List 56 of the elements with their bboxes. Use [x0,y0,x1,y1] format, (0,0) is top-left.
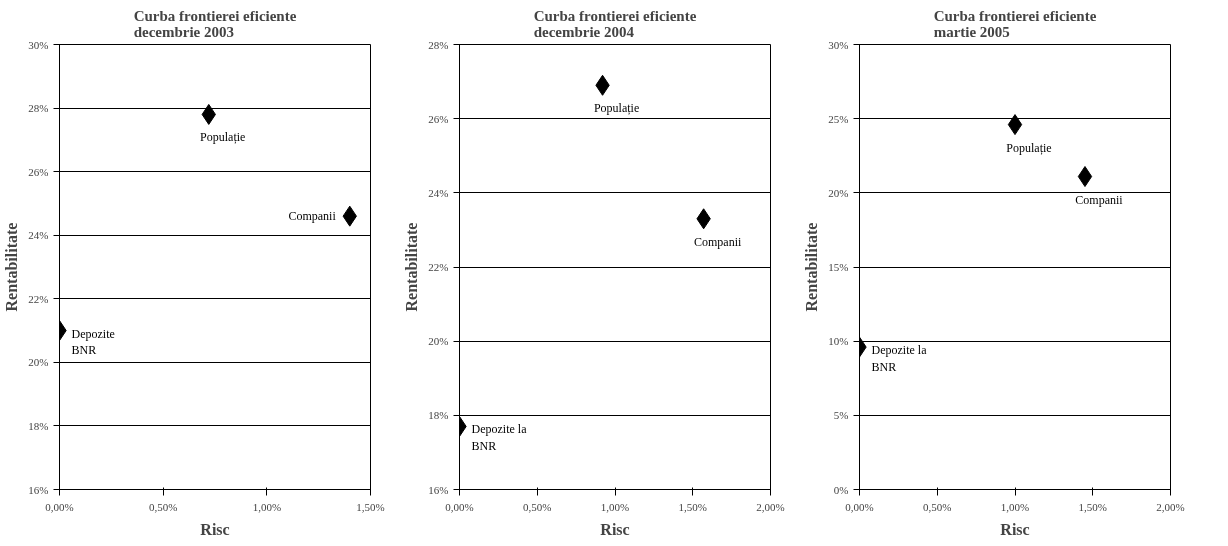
x-tick-label: 1,00% [600,500,630,513]
annotation: Depozite la BNR [471,422,528,454]
x-tick-label: 0,00% [445,500,474,513]
y-tick-label: 24% [28,229,49,242]
x-tick-label: 1,50% [356,500,385,513]
annotation: Companii [288,209,337,224]
y-tick-label: 20% [828,186,849,199]
y-tick-label: 20% [28,356,49,369]
x-tick-label: 0,50% [923,500,952,513]
x-tick-label: 1,50% [678,500,707,513]
annotation: Companii [693,234,742,249]
y-tick-label: 30% [828,38,849,51]
y-tick-label: 16% [28,483,49,496]
y-tick-label: 25% [828,112,849,125]
y-axis-title: Rentabilitate [803,222,821,312]
x-axis-title: Risc [600,520,630,538]
annotation: Populație [593,101,640,116]
y-axis-title: Rentabilitate [403,222,421,312]
x-tick-label: 1,00% [252,500,282,513]
y-tick-label: 26% [28,165,49,178]
x-tick-label: 1,00% [1000,500,1030,513]
annotation: Populație [200,130,246,145]
annotation: Depozite la BNR [871,343,928,374]
annotation: Companii [1075,192,1124,207]
y-tick-label: 18% [428,409,449,422]
point [1077,166,1093,188]
y-tick-label: 15% [828,261,849,273]
y-tick-label: 24% [428,186,449,199]
y-tick-label: 22% [28,292,49,305]
y-axis-title: Rentabilitate [3,222,21,312]
x-tick-label: 1,50% [1078,500,1107,513]
y-tick-label: 28% [428,38,449,51]
y-tick-label: 0% [833,483,849,496]
y-tick-label: 26% [428,112,449,125]
x-tick-label: 0,00% [845,500,874,513]
x-tick-label: 0,00% [45,500,74,513]
y-tick-label: 28% [28,102,49,115]
x-axis-title: Risc [1000,520,1030,538]
annotation: Populație [1006,140,1052,155]
annotation: Depozite BNR [71,326,115,358]
x-tick-label: 0,50% [523,500,552,513]
y-tick-label: 16% [428,483,449,496]
y-tick-label: 18% [28,419,49,432]
y-tick-label: 30% [28,38,49,51]
chart-title: Curba frontierei eficiente decembrie 2003 [133,7,297,40]
chart-title: Curba frontierei eficiente decembrie 2004 [533,7,697,40]
y-tick-label: 22% [428,261,449,273]
x-tick-label: 2,00% [756,500,785,513]
y-tick-label: 20% [428,335,449,348]
point [1007,114,1023,136]
x-tick-label: 0,50% [148,500,178,513]
y-tick-label: 10% [828,335,849,348]
chart-title: Curba frontierei eficiente martie 2005 [933,7,1097,40]
x-axis-title: Risc [200,520,230,538]
x-tick-label: 2,00% [1156,500,1185,513]
y-tick-label: 5% [833,409,849,422]
